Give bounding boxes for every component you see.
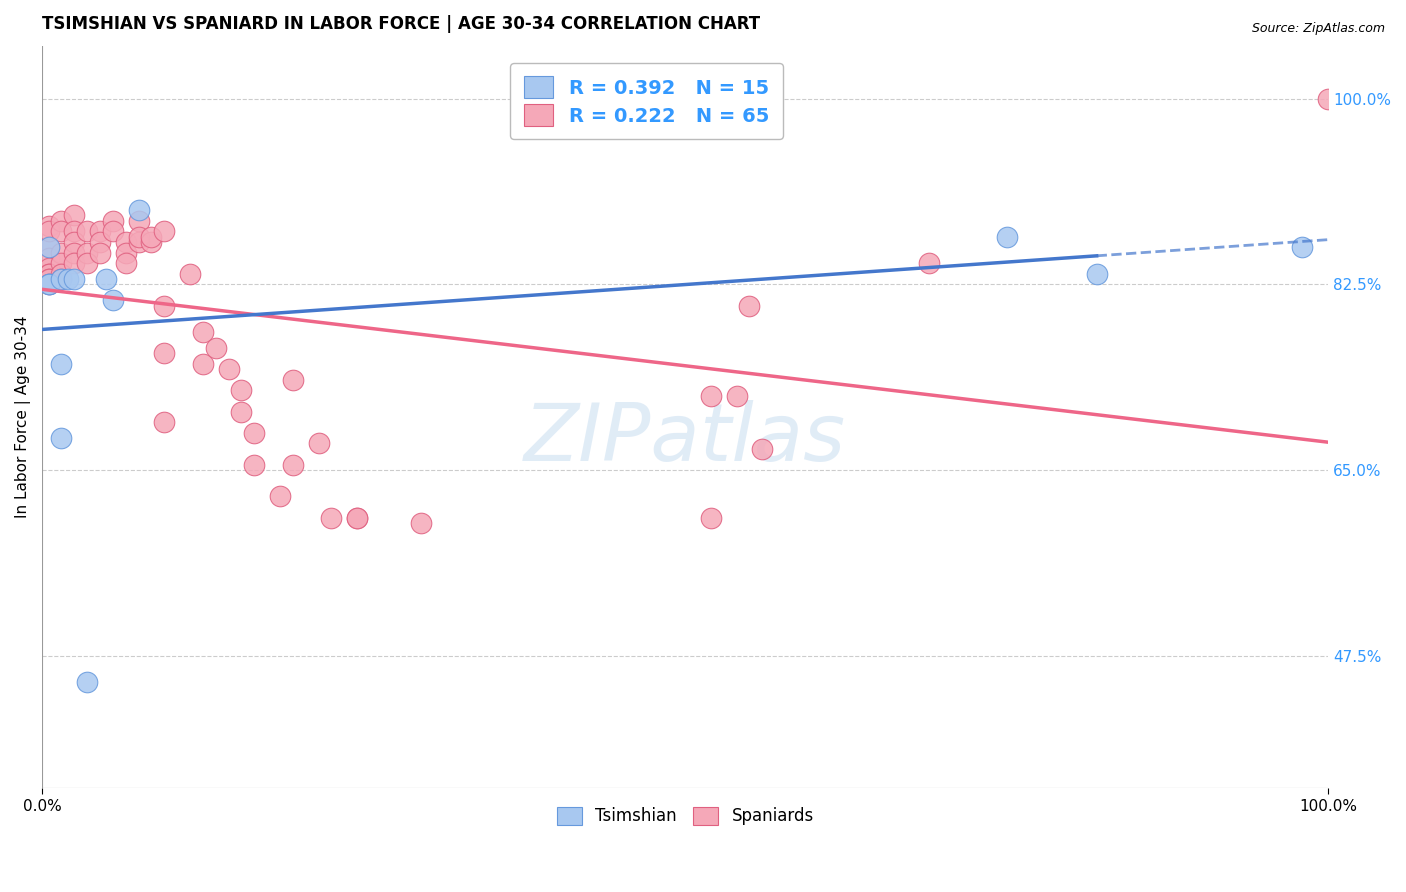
Point <box>63 224 86 238</box>
Point <box>38 277 60 292</box>
Point <box>51 272 73 286</box>
Point <box>38 272 60 286</box>
Point <box>38 240 60 254</box>
Point <box>204 341 226 355</box>
Point <box>51 357 73 371</box>
Point <box>51 272 73 286</box>
Point <box>101 293 124 308</box>
Text: TSIMSHIAN VS SPANIARD IN LABOR FORCE | AGE 30-34 CORRELATION CHART: TSIMSHIAN VS SPANIARD IN LABOR FORCE | A… <box>42 15 761 33</box>
Point <box>76 256 98 270</box>
Point <box>101 224 124 238</box>
Point <box>411 516 433 530</box>
Point <box>38 251 60 265</box>
Point <box>114 256 136 270</box>
Point <box>38 261 60 276</box>
Point <box>56 272 79 286</box>
Point <box>51 267 73 281</box>
Point <box>63 208 86 222</box>
Point <box>38 277 60 292</box>
Point <box>63 245 86 260</box>
Point <box>346 510 368 524</box>
Point <box>321 510 343 524</box>
Point <box>128 203 150 218</box>
Text: Source: ZipAtlas.com: Source: ZipAtlas.com <box>1251 22 1385 36</box>
Point <box>141 235 163 249</box>
Point <box>38 224 60 238</box>
Point <box>231 384 253 398</box>
Point <box>179 267 201 281</box>
Point <box>700 389 723 403</box>
Point <box>38 267 60 281</box>
Point <box>38 219 60 233</box>
Point <box>153 224 176 238</box>
Point <box>1291 240 1313 254</box>
Point <box>141 229 163 244</box>
Point <box>89 224 111 238</box>
Point <box>128 213 150 227</box>
Point <box>51 245 73 260</box>
Point <box>38 240 60 254</box>
Point <box>700 510 723 524</box>
Point <box>76 245 98 260</box>
Point <box>153 415 176 429</box>
Point <box>231 404 253 418</box>
Point <box>218 362 240 376</box>
Point <box>76 675 98 690</box>
Point <box>346 510 368 524</box>
Point <box>269 490 291 504</box>
Point <box>38 267 60 281</box>
Point <box>191 357 214 371</box>
Point <box>51 213 73 227</box>
Legend: Tsimshian, Spaniards: Tsimshian, Spaniards <box>550 800 820 832</box>
Point <box>63 235 86 249</box>
Point <box>63 272 86 286</box>
Point <box>128 235 150 249</box>
Point <box>96 272 118 286</box>
Point <box>76 224 98 238</box>
Point <box>101 213 124 227</box>
Point <box>918 256 941 270</box>
Point <box>243 425 266 440</box>
Point <box>38 272 60 286</box>
Point <box>751 442 773 456</box>
Text: ZIPatlas: ZIPatlas <box>524 401 846 478</box>
Point <box>89 235 111 249</box>
Y-axis label: In Labor Force | Age 30-34: In Labor Force | Age 30-34 <box>15 316 31 518</box>
Point <box>63 256 86 270</box>
Point <box>89 245 111 260</box>
Point <box>1085 267 1108 281</box>
Point <box>308 436 330 450</box>
Point <box>51 431 73 445</box>
Point <box>51 256 73 270</box>
Point <box>38 277 60 292</box>
Point <box>725 389 748 403</box>
Point <box>281 373 304 387</box>
Point <box>51 224 73 238</box>
Point <box>191 325 214 339</box>
Point <box>114 235 136 249</box>
Point <box>1317 92 1340 106</box>
Point <box>128 229 150 244</box>
Point <box>243 458 266 472</box>
Point <box>114 245 136 260</box>
Point <box>738 299 761 313</box>
Point <box>153 346 176 360</box>
Point <box>153 299 176 313</box>
Point <box>281 458 304 472</box>
Point <box>995 229 1018 244</box>
